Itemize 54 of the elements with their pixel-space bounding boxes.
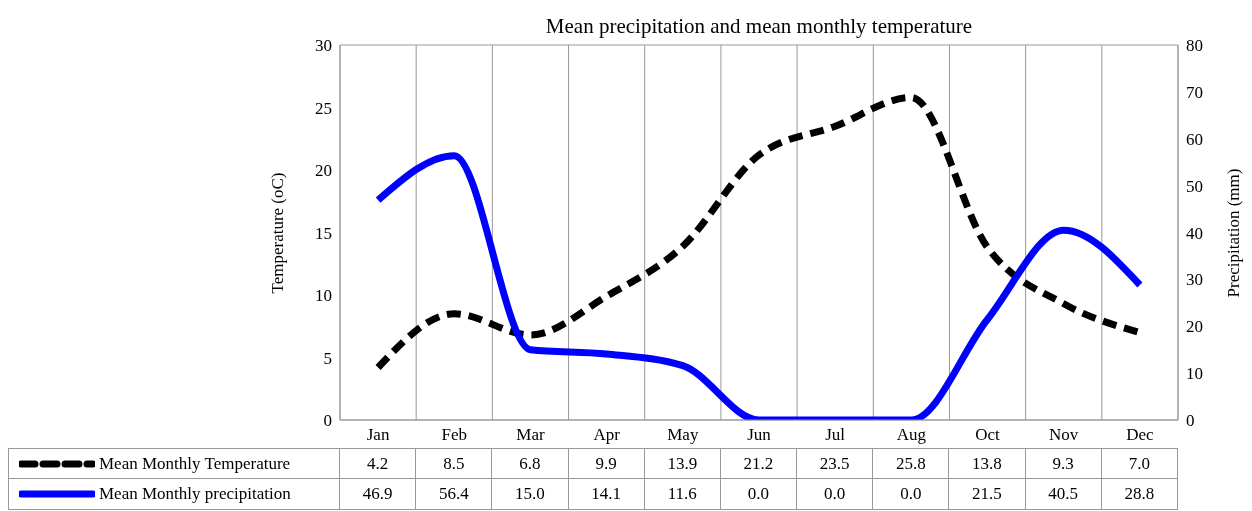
- data-label: 23.5: [797, 449, 874, 478]
- y2-axis-title: Precipitation (mm): [1224, 168, 1244, 297]
- y-tick-label: 0: [323, 411, 332, 431]
- x-tick-label: May: [667, 425, 699, 445]
- data-label: 28.8: [1101, 479, 1178, 509]
- data-label: 13.8: [949, 449, 1026, 478]
- y2-tick-label: 40: [1186, 223, 1203, 243]
- data-label: 0.0: [873, 479, 950, 509]
- data-label: 7.0: [1101, 449, 1178, 478]
- y2-tick-label: 0: [1186, 411, 1195, 431]
- data-label: 14.1: [568, 479, 645, 509]
- y-tick-label: 15: [315, 223, 332, 243]
- x-tick-label: Aug: [896, 425, 927, 445]
- y2-tick-label: 60: [1186, 129, 1203, 149]
- data-label: 56.4: [416, 479, 493, 509]
- data-label: 25.8: [873, 449, 950, 478]
- y2-tick-label: 10: [1186, 364, 1203, 384]
- data-label: 9.9: [568, 449, 645, 478]
- data-label: 0.0: [720, 479, 798, 509]
- data-label: 40.5: [1025, 479, 1102, 509]
- data-label: 0.0: [797, 479, 874, 509]
- y-tick-label: 30: [315, 36, 332, 56]
- data-label: 11.6: [644, 479, 721, 509]
- y2-tick-label: 80: [1186, 36, 1203, 56]
- data-label: 46.9: [340, 479, 417, 509]
- x-tick-label: Jul: [825, 425, 846, 445]
- x-tick-label: Apr: [593, 425, 621, 445]
- y2-tick-label: 20: [1186, 317, 1203, 337]
- x-tick-label: Jun: [747, 425, 772, 445]
- x-tick-label: Jan: [366, 425, 390, 445]
- x-tick-label: Feb: [441, 425, 468, 445]
- y-tick-label: 10: [315, 286, 332, 306]
- x-tick-label: Oct: [975, 425, 1001, 445]
- x-tick-label: Dec: [1126, 425, 1155, 445]
- y2-tick-label: 50: [1186, 176, 1203, 196]
- data-label: 6.8: [492, 449, 569, 478]
- data-label: 4.2: [340, 449, 417, 478]
- y-tick-label: 20: [315, 161, 332, 181]
- y2-tick-label: 70: [1186, 82, 1203, 102]
- data-label: 8.5: [416, 449, 493, 478]
- x-tick-label: Mar: [516, 425, 545, 445]
- y-axis-title: Temperature (oC): [268, 171, 288, 294]
- data-label: 13.9: [644, 449, 721, 478]
- legend-label: Mean Monthly Temperature: [99, 453, 291, 474]
- data-label: 15.0: [492, 479, 569, 509]
- y2-tick-label: 30: [1186, 270, 1203, 290]
- y-tick-label: 25: [315, 98, 332, 118]
- data-label: 21.2: [720, 449, 798, 478]
- x-tick-label: Nov: [1049, 425, 1079, 445]
- data-label: 21.5: [949, 479, 1026, 509]
- legend-label: Mean Monthly precipitation: [99, 484, 291, 504]
- y-tick-label: 5: [323, 348, 332, 368]
- data-label: 9.3: [1025, 449, 1102, 478]
- chart-title: Mean precipitation and mean monthly temperature: [544, 14, 974, 39]
